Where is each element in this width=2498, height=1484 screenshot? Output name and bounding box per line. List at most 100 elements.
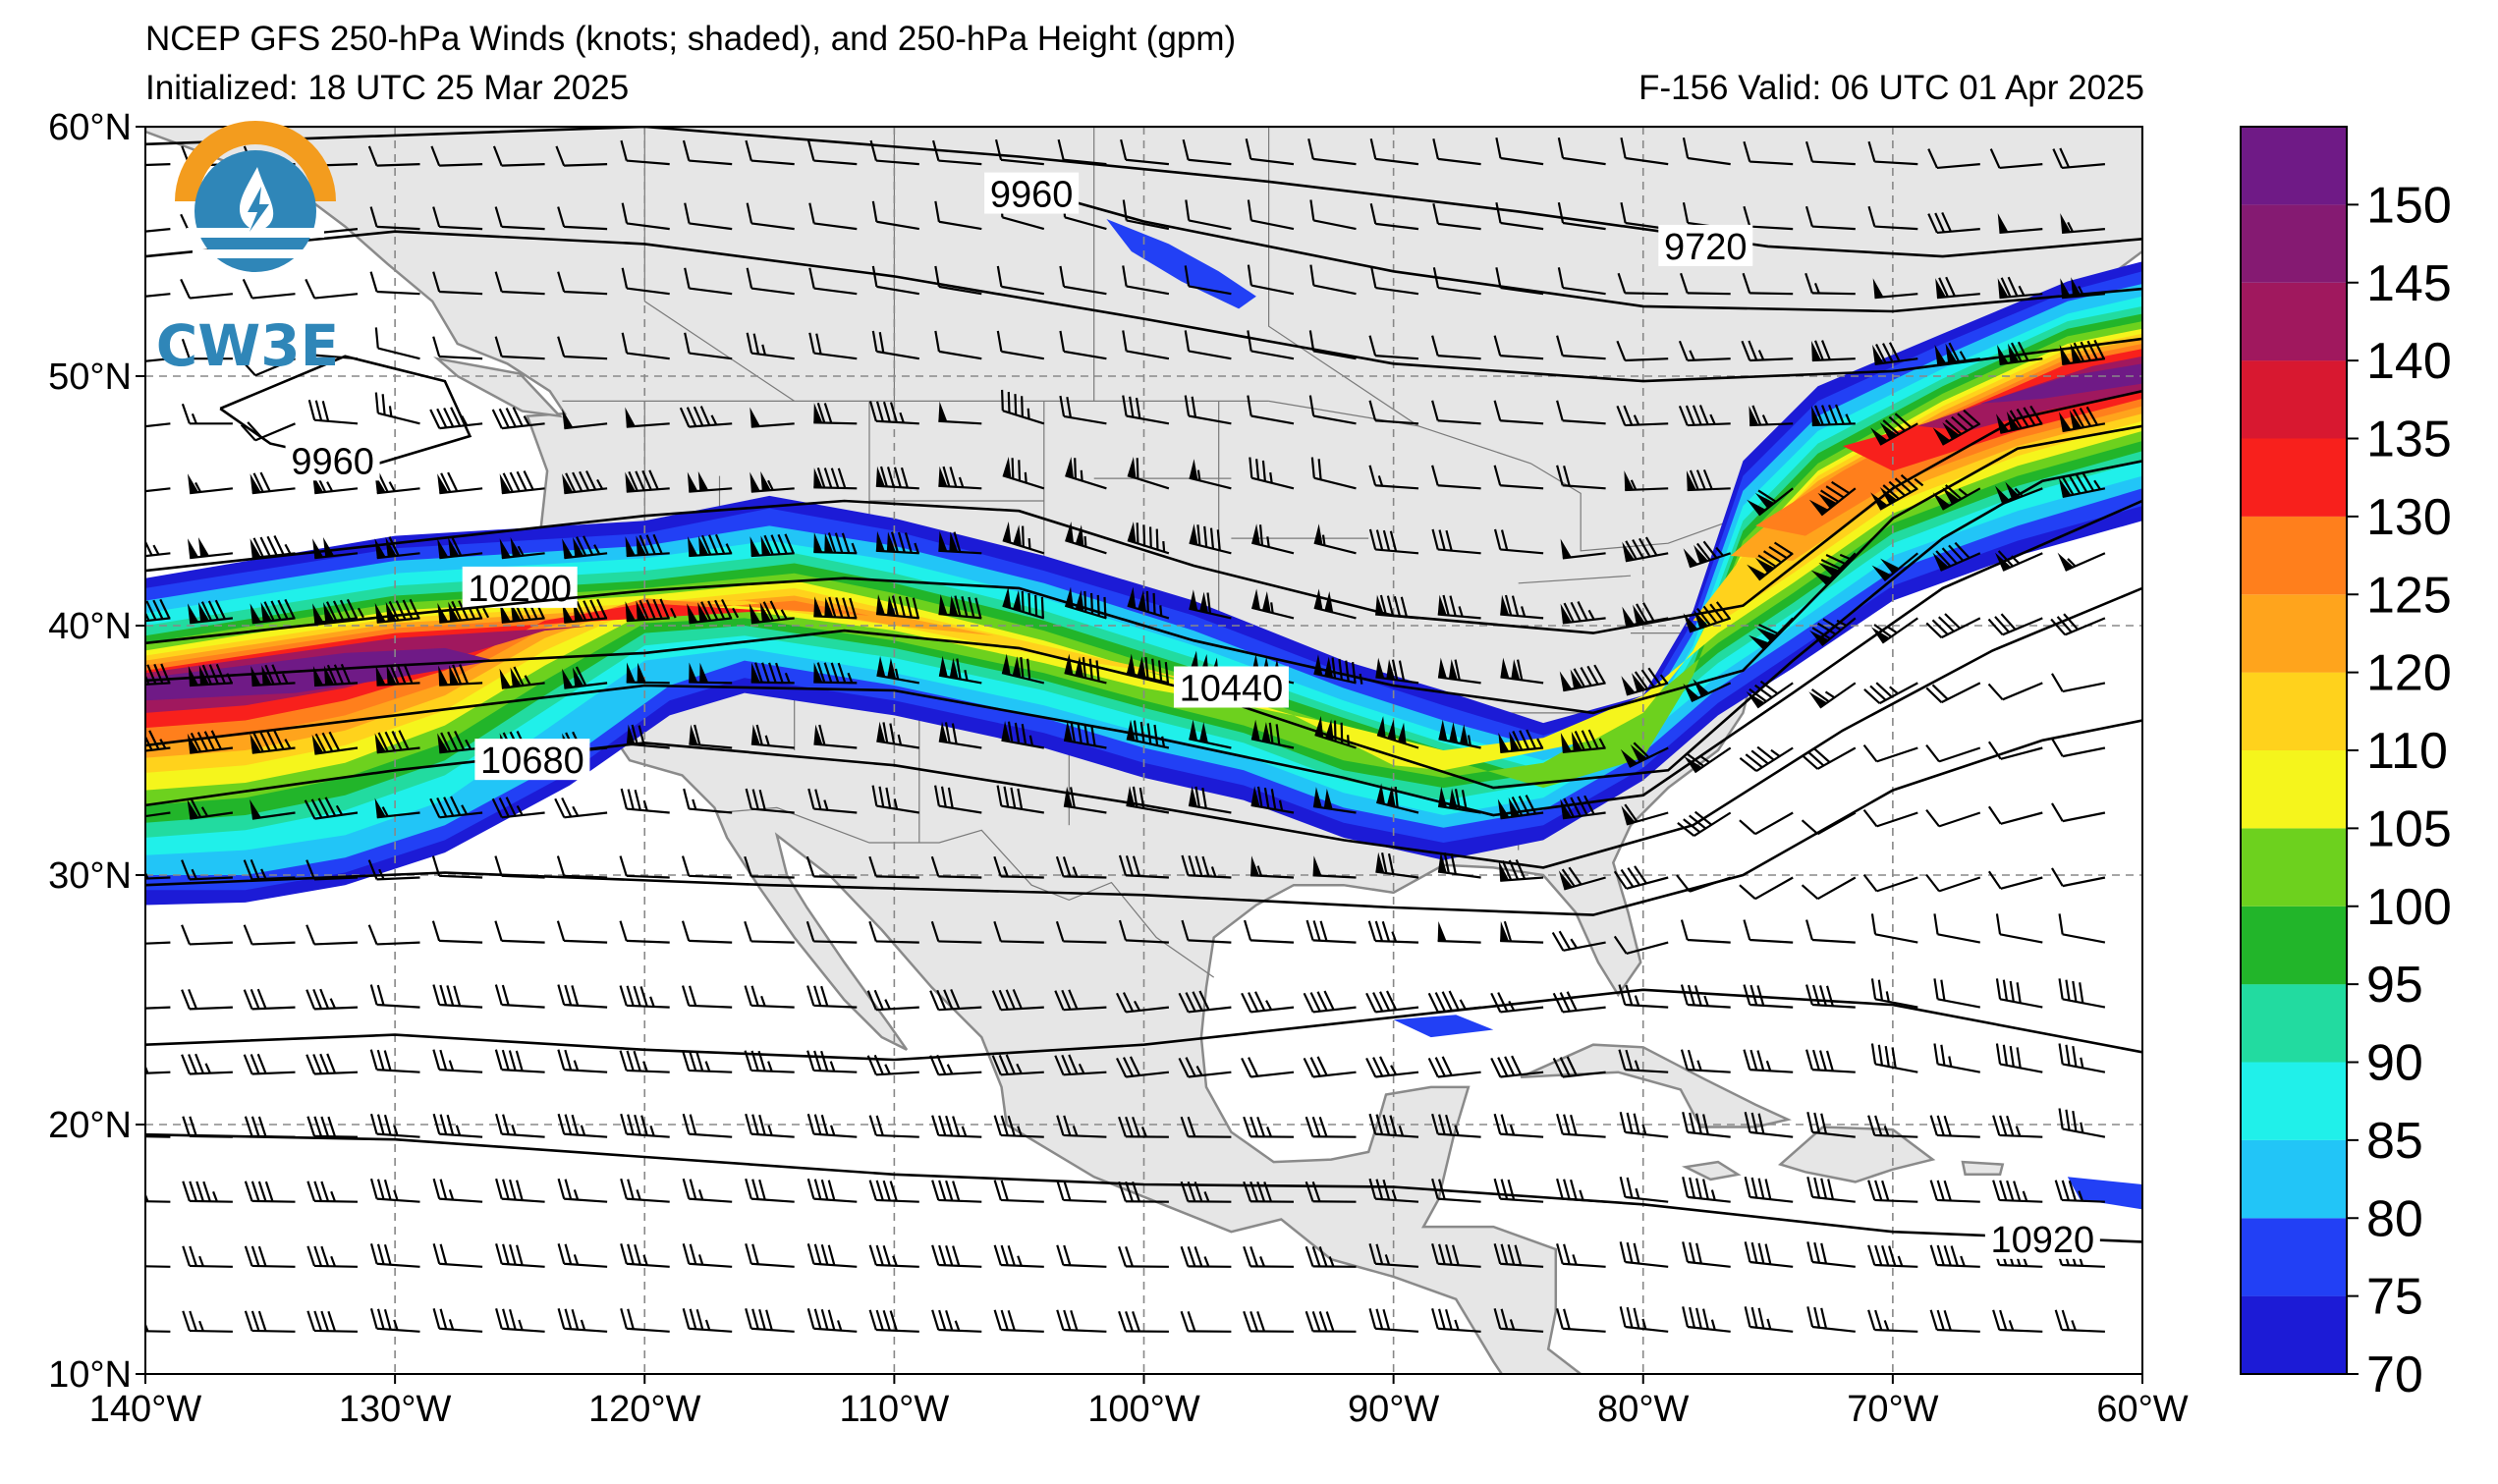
wind-barb [1243, 1310, 1295, 1333]
wind-barb [1490, 992, 1544, 1014]
wind-barb [1997, 341, 2043, 365]
wind-barb [1929, 1244, 1980, 1268]
wind-barb [1747, 541, 1794, 581]
wind-barb [1064, 653, 1107, 685]
wind-barb [1244, 919, 1295, 944]
land-hispaniola [1777, 1126, 1936, 1183]
wind-barb [1001, 721, 1044, 749]
wind-barb [145, 1006, 171, 1011]
wind-barb [1055, 855, 1107, 879]
logo-text: CW3E [156, 312, 340, 379]
wind-barb [244, 1310, 296, 1333]
wind-barb [993, 1309, 1044, 1333]
contour-label-bg [474, 739, 590, 781]
wind-barb [1925, 743, 1981, 763]
wind-barb [1556, 465, 1606, 490]
wind-barb [243, 924, 296, 946]
wind-barb [806, 985, 858, 1009]
wind-barb [1308, 395, 1357, 425]
wind-barb [1118, 1245, 1169, 1268]
wind-barb [1739, 811, 1794, 836]
wind-barb [1431, 465, 1481, 490]
colorbar-swatch [2241, 360, 2347, 439]
wind-barb [1368, 528, 1419, 555]
wind-barb [1431, 335, 1481, 360]
wind-barb [1935, 276, 1980, 300]
wind-barb [1247, 199, 1295, 231]
wind-barb [1500, 920, 1544, 944]
colorbar-swatch [2241, 516, 2347, 595]
wind-barb [1368, 1178, 1419, 1203]
wind-barb [1621, 803, 1669, 826]
wind-barb [145, 806, 171, 820]
wind-barb [620, 139, 670, 166]
wind-barb [554, 797, 608, 819]
wind-barb [1437, 594, 1481, 620]
wind-barb [1241, 1057, 1295, 1078]
wind-barb [1862, 808, 1918, 828]
wind-barb [807, 788, 858, 814]
wind-barb [1127, 522, 1170, 555]
contour-label: 9960 [990, 175, 1074, 216]
wind-barb [744, 985, 795, 1009]
wind-barb [432, 1308, 483, 1333]
wind-barb [557, 1178, 608, 1203]
wind-barb [1118, 854, 1169, 879]
wind-barb [1560, 729, 1606, 753]
wind-barb [806, 1243, 858, 1268]
wind-barb [1181, 854, 1232, 879]
wind-barb [2060, 213, 2105, 235]
wind-barb [1557, 201, 1606, 231]
lon-tick-label: 110°W [840, 1389, 950, 1430]
wind-barb [1127, 586, 1170, 620]
wind-barb [931, 1115, 982, 1138]
wind-barb [1870, 412, 1918, 446]
wind-barb [1498, 859, 1544, 882]
wind-barb [938, 401, 982, 425]
wind-barb [1617, 272, 1669, 296]
wind-barb [1178, 1057, 1232, 1078]
wind-barb [993, 1244, 1044, 1268]
wind-barb [626, 662, 670, 685]
wind-barb [813, 467, 858, 490]
wind-barb [876, 655, 919, 685]
wind-barb [1747, 487, 1794, 517]
wind-barb [746, 332, 795, 360]
wind-barb [929, 1054, 982, 1076]
wind-barb [1122, 330, 1170, 360]
wind-barb [938, 466, 982, 490]
wind-barb [1997, 276, 2043, 300]
wind-barb [993, 855, 1044, 879]
wind-barb [187, 797, 234, 820]
wind-barb [931, 1309, 982, 1333]
wind-barb [994, 138, 1044, 166]
wind-barb [750, 662, 795, 685]
wind-barb [250, 730, 296, 754]
wind-barb [868, 401, 919, 425]
wind-barb [1431, 1113, 1481, 1138]
wind-barb [1560, 795, 1606, 820]
wind-barb [2058, 1043, 2106, 1073]
wind-barb [494, 1049, 545, 1073]
colorbar-tick-label: 95 [2366, 957, 2423, 1014]
wind-barb [1493, 528, 1544, 555]
wind-barb [181, 403, 233, 425]
wind-barb [1126, 719, 1170, 749]
lon-tick-label: 90°W [1348, 1389, 1439, 1430]
wind-barb [1432, 137, 1481, 166]
wind-barb [307, 399, 359, 425]
wind-barb [1493, 465, 1544, 490]
wind-barb [745, 1113, 795, 1138]
lon-tick-label: 130°W [339, 1389, 452, 1430]
wind-barb [491, 407, 545, 430]
wind-barb [1806, 1241, 1856, 1268]
wind-barb [492, 145, 545, 167]
wind-barb [1743, 984, 1794, 1009]
wind-barb [689, 724, 733, 749]
wind-barb [681, 855, 733, 879]
isotach-75kt [1393, 1015, 1494, 1038]
wind-barb [1493, 400, 1544, 425]
valid-time: F-156 Valid: 06 UTC 01 Apr 2025 [1638, 69, 2144, 107]
wind-barb [557, 1308, 608, 1333]
wind-barb [993, 1180, 1044, 1203]
